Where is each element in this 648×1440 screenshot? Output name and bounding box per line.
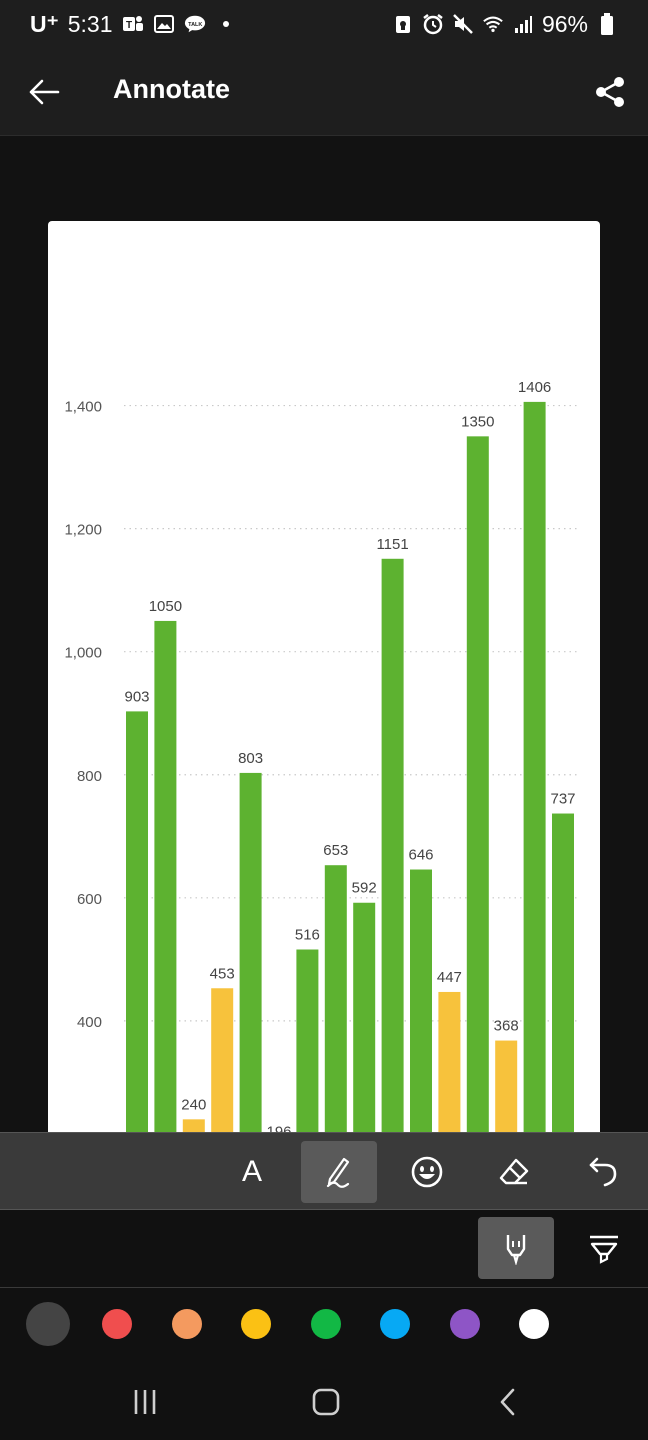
page-title: Annotate <box>113 74 230 104</box>
kakaotalk-icon: TALK <box>184 13 206 35</box>
bar-value-label: 447 <box>437 969 462 986</box>
notification-dot-icon <box>215 13 237 35</box>
highlighter-pen-button[interactable] <box>566 1217 642 1279</box>
color-swatch-orange[interactable] <box>172 1309 202 1339</box>
bar-value-label: 803 <box>238 750 263 767</box>
carrier-label: U⁺ <box>30 10 59 37</box>
annotation-canvas[interactable]: 2004006008001,0001,2001,4009031050240453… <box>0 136 648 1132</box>
svg-text:TALK: TALK <box>188 22 202 28</box>
color-swatch-dark-gray[interactable] <box>26 1302 70 1346</box>
battery-icon <box>596 13 618 35</box>
status-bar: U⁺ 5:31 T TALK 96% <box>0 0 648 48</box>
bar-value-label: 516 <box>295 927 320 944</box>
bar <box>466 436 489 1132</box>
text-tool-button[interactable]: A <box>214 1141 290 1203</box>
bar <box>552 813 574 1132</box>
battery-label: 96% <box>541 10 588 37</box>
bar <box>438 991 461 1132</box>
bar <box>495 1040 518 1132</box>
y-tick-label: 1,200 <box>64 522 102 539</box>
share-icon[interactable] <box>590 72 630 112</box>
bar <box>410 869 432 1132</box>
bar-value-label: 592 <box>352 880 377 897</box>
sticker-tool-button[interactable] <box>389 1141 465 1203</box>
bar <box>353 902 376 1132</box>
text-tool-label: A <box>241 1155 262 1188</box>
svg-text:T: T <box>126 20 132 31</box>
bar <box>126 711 148 1132</box>
bar-chart: 2004006008001,0001,2001,4009031050240453… <box>64 379 580 1132</box>
app-bar: Annotate <box>0 48 648 136</box>
highlighter-icon <box>590 1235 618 1264</box>
bar-value-label: 368 <box>494 1018 519 1035</box>
alarm-icon <box>422 13 444 35</box>
bar-value-label: 737 <box>550 791 575 808</box>
y-tick-label: 400 <box>77 1014 102 1031</box>
y-tick-label: 1,000 <box>64 645 102 662</box>
color-swatch-red[interactable] <box>102 1309 132 1339</box>
undo-button[interactable] <box>566 1141 642 1203</box>
signal-icon <box>512 13 534 35</box>
bar-value-label: 1050 <box>149 598 182 615</box>
time-label: 5:31 <box>67 10 113 37</box>
marker-pen-icon <box>506 1235 526 1265</box>
bar-value-label: 196 <box>266 1123 291 1132</box>
bar-value-label: 653 <box>323 842 348 859</box>
recent-apps-icon[interactable] <box>123 1380 167 1424</box>
pen-icon <box>326 1157 350 1188</box>
bar <box>182 1119 205 1132</box>
pen-type-bar <box>0 1210 648 1288</box>
y-tick-label: 1,400 <box>64 399 102 416</box>
bar <box>523 401 546 1132</box>
color-swatch-blue[interactable] <box>380 1309 410 1339</box>
marker-pen-button[interactable] <box>478 1217 554 1279</box>
color-palette <box>0 1288 648 1360</box>
bar-value-label: 240 <box>181 1096 206 1113</box>
color-swatch-white[interactable] <box>519 1309 549 1339</box>
color-swatch-yellow[interactable] <box>241 1309 271 1339</box>
gallery-icon <box>153 13 175 35</box>
eraser-tool-button[interactable] <box>476 1141 552 1203</box>
bar-value-label: 453 <box>210 965 235 982</box>
bar-value-label: 646 <box>408 847 433 864</box>
eraser-icon <box>499 1158 529 1185</box>
undo-icon <box>589 1157 617 1187</box>
bar-value-label: 1350 <box>461 413 494 430</box>
bar <box>211 988 234 1132</box>
bar <box>296 949 319 1132</box>
color-swatch-purple[interactable] <box>450 1309 480 1339</box>
bar-value-label: 1406 <box>518 379 551 396</box>
y-tick-label: 600 <box>77 891 102 908</box>
color-swatch-green[interactable] <box>311 1309 341 1339</box>
bar <box>239 772 262 1132</box>
bar-value-label: 1151 <box>376 536 408 553</box>
smiley-icon <box>411 1156 443 1188</box>
bar <box>381 558 404 1132</box>
chart-image: 2004006008001,0001,2001,4009031050240453… <box>48 221 600 1132</box>
teams-icon: T <box>122 13 144 35</box>
bar-value-label: 903 <box>124 688 149 705</box>
lock-icon <box>392 13 414 35</box>
bar <box>324 865 347 1132</box>
annotation-toolbar: A <box>0 1132 648 1210</box>
pen-tool-button[interactable] <box>301 1141 377 1203</box>
y-tick-label: 800 <box>77 768 102 785</box>
back-arrow-icon[interactable] <box>26 74 62 110</box>
bar <box>154 620 177 1132</box>
wifi-icon <box>482 13 504 35</box>
mute-icon <box>452 13 474 35</box>
home-icon[interactable] <box>304 1380 348 1424</box>
system-nav-bar <box>0 1360 648 1440</box>
back-nav-icon[interactable] <box>486 1380 530 1424</box>
